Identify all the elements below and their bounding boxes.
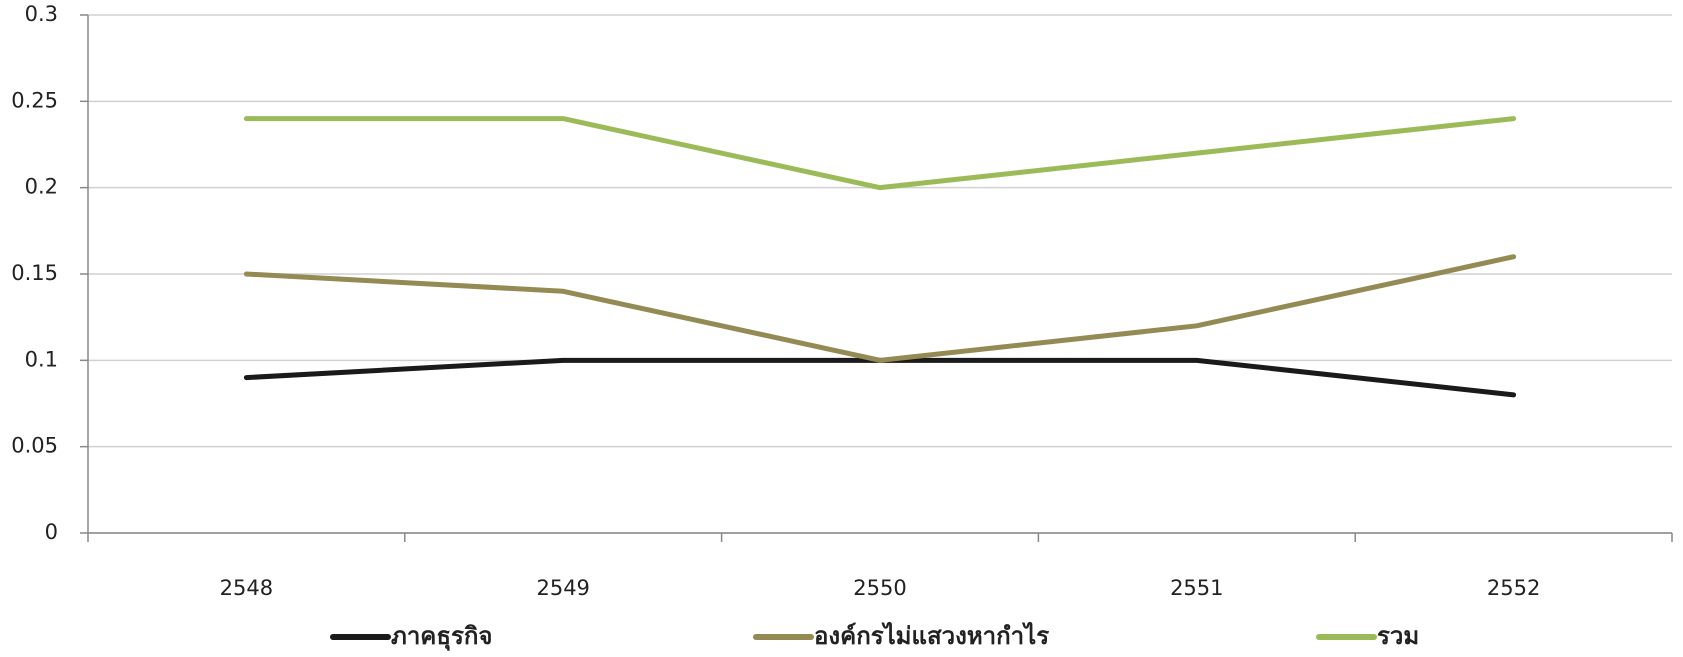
y-tick-label: 0.1	[25, 347, 58, 371]
y-tick-label: 0.3	[25, 2, 58, 26]
y-tick-label: 0.05	[11, 434, 58, 458]
legend-text: องค์กรไม่แสวงหากำไร	[814, 621, 1049, 650]
x-tick-label: 2549	[536, 576, 589, 600]
series-line	[246, 119, 1513, 188]
x-tick-label: 2550	[853, 576, 906, 600]
y-tick-label: 0	[45, 520, 58, 544]
x-tick-label: 2551	[1170, 576, 1223, 600]
series-line	[246, 360, 1513, 395]
legend-text: รวม	[1377, 622, 1419, 650]
x-tick-label: 2552	[1487, 576, 1540, 600]
y-tick-label: 0.25	[11, 88, 58, 112]
x-tick-label: 2548	[220, 576, 273, 600]
chart: 0 0.05 0.1 0.15 0.2 0.25 0.3 2548 2549 2550 2551 25…	[0, 0, 1683, 657]
y-tick-label: 0.2	[25, 175, 58, 199]
series-line	[246, 257, 1513, 361]
y-tick-label: 0.15	[11, 261, 58, 285]
legend-text: ภาคธุรกิจ	[391, 622, 492, 652]
